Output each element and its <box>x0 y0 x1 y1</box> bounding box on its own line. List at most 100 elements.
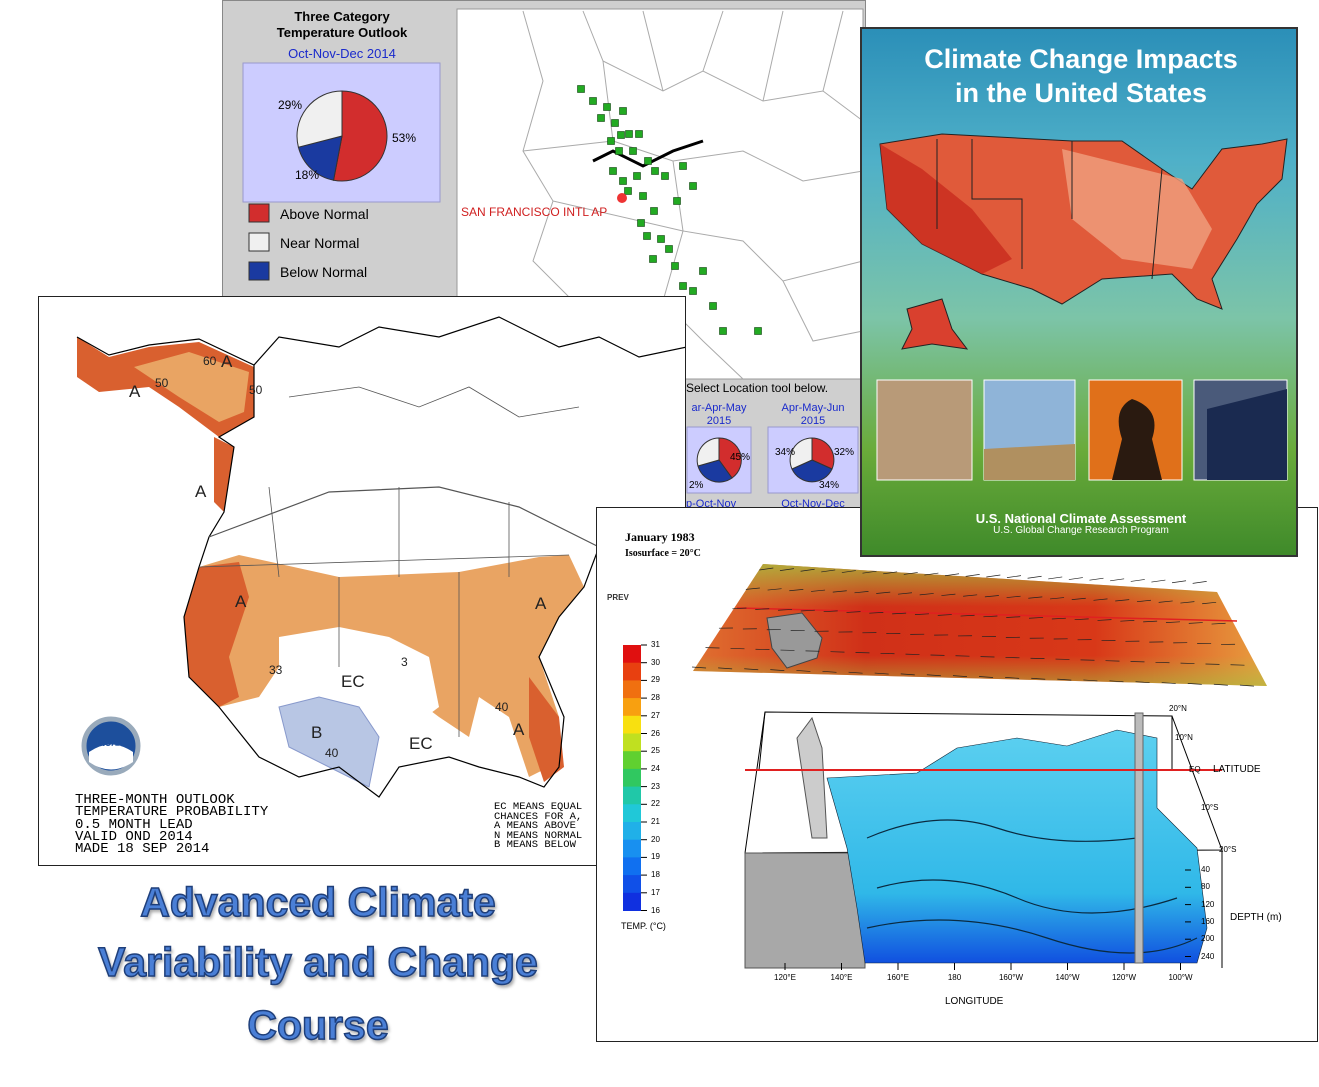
cover-footer: U.S. National Climate Assessment <box>975 511 1187 526</box>
wind-arrow <box>1120 620 1135 622</box>
lon-tick-label: 120°W <box>1111 973 1137 982</box>
wind-arrow <box>789 589 804 592</box>
colorbar-tick-label: 30 <box>651 657 660 667</box>
station <box>603 103 611 111</box>
station <box>589 97 597 105</box>
wind-arrow <box>1130 579 1145 582</box>
lat-tick-label: 10°S <box>1201 803 1219 812</box>
station <box>637 219 645 227</box>
wind-arrow <box>862 570 877 574</box>
cover-subfooter: U.S. Global Change Research Program <box>993 525 1169 536</box>
lat-tick-label: 20°N <box>1169 704 1187 713</box>
lat-tick-label: 10°N <box>1175 733 1193 742</box>
wind-arrow <box>900 673 915 676</box>
map-label: A <box>235 592 247 611</box>
colorbar-tick-label: 18 <box>651 870 660 880</box>
wind-arrow <box>779 568 795 571</box>
colorbar-tick-label: 26 <box>651 728 660 738</box>
wind-arrow <box>1006 595 1021 598</box>
station <box>639 192 647 200</box>
wind-arrow <box>1192 581 1207 584</box>
wind-arrow <box>903 572 918 575</box>
station <box>611 119 619 127</box>
map-label: 33 <box>269 663 283 677</box>
station <box>625 130 633 138</box>
map-label: A <box>195 482 207 501</box>
wind-arrow <box>914 613 929 615</box>
wind-arrow <box>841 570 856 573</box>
wind-arrow <box>960 614 975 617</box>
legend-label: Above Normal <box>280 206 369 222</box>
wind-arrow <box>1089 577 1104 581</box>
wind-arrow <box>854 591 869 594</box>
map-label: B <box>311 723 323 742</box>
legend-swatch <box>248 203 270 223</box>
colorbar-band <box>623 715 641 734</box>
wind-arrow <box>1161 682 1176 684</box>
mini-label: 2% <box>689 480 704 491</box>
station <box>661 172 669 180</box>
wind-arrow <box>986 574 1001 578</box>
outlook-graphics <box>242 8 864 494</box>
station <box>665 245 673 253</box>
wind-arrow <box>1005 677 1020 679</box>
key-line: B MEANS BELOW <box>494 839 576 852</box>
wind-arrow <box>823 610 838 613</box>
land-block <box>744 852 866 969</box>
map-label: 50 <box>155 376 169 390</box>
wind-arrow <box>952 675 967 677</box>
colorbar-band <box>623 751 641 770</box>
region-ec <box>279 627 439 737</box>
wind-arrow <box>1031 677 1046 680</box>
mini-pie <box>789 437 835 483</box>
pie-label: 29% <box>278 98 303 112</box>
wind-arrow <box>732 607 747 610</box>
legend-swatch <box>248 232 270 252</box>
map-label: 50 <box>249 383 263 397</box>
photo <box>876 379 973 481</box>
colorbar-band <box>623 662 641 681</box>
plot-title: January 1983 <box>625 530 695 544</box>
wind-arrow <box>1135 681 1150 684</box>
wind-arrows <box>692 567 1254 687</box>
report-cover: Climate Change Impacts in the United Sta… <box>860 27 1298 557</box>
colorbar-band <box>623 786 641 805</box>
colorbar-band <box>623 892 641 911</box>
wind-arrow <box>1028 596 1043 599</box>
wind-arrow <box>755 608 770 610</box>
wind-arrow <box>883 571 898 575</box>
station <box>644 157 652 165</box>
colorbar-tick-label: 25 <box>651 746 660 756</box>
island <box>796 716 828 839</box>
station <box>607 137 615 145</box>
noaa-logo-wave <box>89 744 133 770</box>
wind-arrow <box>692 666 707 669</box>
prev-button: PREV <box>607 593 629 602</box>
map-label: 40 <box>495 700 509 714</box>
map-label: 60 <box>203 354 217 368</box>
map-label: 3 <box>401 655 408 669</box>
legend-label: Near Normal <box>280 235 360 251</box>
station <box>609 167 617 175</box>
colorbar-tick-label: 19 <box>651 852 660 862</box>
outlook-panel: Three Category Temperature Outlook Oct-N… <box>222 0 866 510</box>
colorbar-tick-label: 22 <box>651 799 660 809</box>
us-map-light <box>1062 149 1212 269</box>
wind-arrow <box>876 591 891 594</box>
wind-arrow <box>1006 616 1021 618</box>
colorbar-tick-label: 24 <box>651 763 660 773</box>
station <box>671 262 679 270</box>
wind-arrow <box>924 572 939 576</box>
lat-tick-label: 20°S <box>1219 845 1237 854</box>
wind-arrow <box>1187 683 1202 685</box>
station <box>643 232 651 240</box>
colorbar-tick-label: 28 <box>651 693 660 703</box>
ocean-plot <box>623 564 1267 970</box>
land-surface <box>766 612 823 669</box>
map-label: A <box>129 382 141 401</box>
lat-label: LATITUDE <box>1213 764 1261 775</box>
lon-tick-label: 140°E <box>830 973 853 982</box>
colorbar-band <box>623 839 641 858</box>
colorbar-tick-label: 31 <box>651 640 660 649</box>
